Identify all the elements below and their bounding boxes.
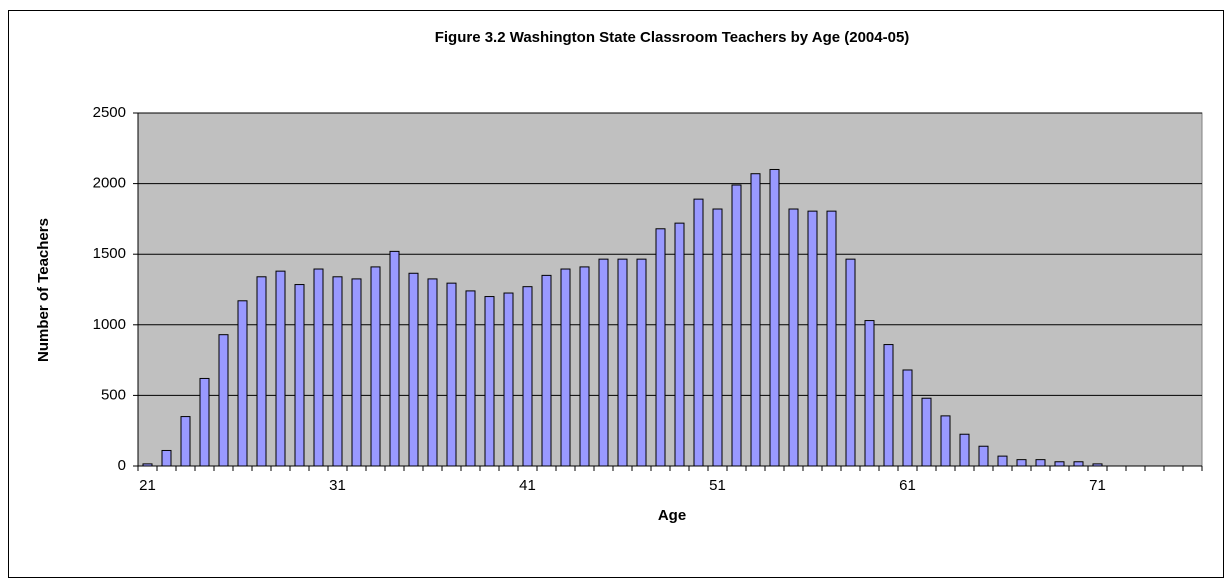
- bar: [142, 463, 153, 467]
- bar: [1092, 463, 1103, 467]
- y-tick-label: 0: [118, 457, 126, 474]
- bar: [522, 286, 533, 467]
- bar: [959, 433, 970, 467]
- x-tick-label: 51: [709, 477, 726, 494]
- bar: [655, 228, 666, 467]
- x-tick-label: 21: [139, 477, 156, 494]
- y-tick-label: 2500: [93, 104, 126, 121]
- bar: [427, 278, 438, 467]
- x-axis-title: Age: [658, 507, 686, 524]
- bar: [598, 258, 609, 467]
- bar: [503, 292, 514, 467]
- bar: [902, 369, 913, 467]
- bar: [161, 449, 172, 467]
- bar: [408, 272, 419, 467]
- bar: [351, 278, 362, 467]
- y-axis-title: Number of Teachers: [35, 218, 52, 362]
- bar: [712, 208, 723, 467]
- bar: [370, 266, 381, 467]
- y-tick-label: 1000: [93, 316, 126, 333]
- chart-title: Figure 3.2 Washington State Classroom Te…: [435, 29, 910, 46]
- bar: [465, 290, 476, 467]
- bar: [313, 268, 324, 467]
- bar: [997, 455, 1008, 467]
- bar: [1016, 459, 1027, 467]
- bar: [256, 276, 267, 467]
- bar: [1035, 459, 1046, 467]
- bar: [180, 416, 191, 467]
- x-tick-label: 61: [899, 477, 916, 494]
- bar: [237, 300, 248, 467]
- bar: [883, 344, 894, 467]
- bar: [389, 250, 400, 467]
- bar: [864, 320, 875, 467]
- bar: [446, 282, 457, 467]
- bar: [484, 296, 495, 467]
- y-tick-label: 2000: [93, 175, 126, 192]
- bar: [788, 208, 799, 467]
- bar: [731, 184, 742, 467]
- bar: [294, 284, 305, 467]
- bar: [332, 276, 343, 467]
- bar: [769, 168, 780, 467]
- bar: [845, 258, 856, 467]
- bar: [636, 258, 647, 467]
- bar: [807, 210, 818, 467]
- bar: [921, 397, 932, 467]
- x-tick-label: 41: [519, 477, 536, 494]
- x-tick-label: 71: [1089, 477, 1106, 494]
- y-tick-label: 500: [101, 386, 126, 403]
- bar: [199, 377, 210, 467]
- bar: [275, 270, 286, 467]
- bar: [579, 266, 590, 467]
- bar: [1054, 461, 1065, 467]
- bar: [1073, 461, 1084, 467]
- bar: [940, 415, 951, 467]
- bar: [693, 198, 704, 467]
- bar: [218, 334, 229, 467]
- bar: [826, 210, 837, 467]
- y-tick-label: 1500: [93, 245, 126, 262]
- bar: [560, 268, 571, 467]
- bar: [978, 445, 989, 467]
- bar: [541, 274, 552, 467]
- x-tick-label: 31: [329, 477, 346, 494]
- bar: [750, 173, 761, 467]
- bar: [617, 258, 628, 467]
- bar: [674, 222, 685, 467]
